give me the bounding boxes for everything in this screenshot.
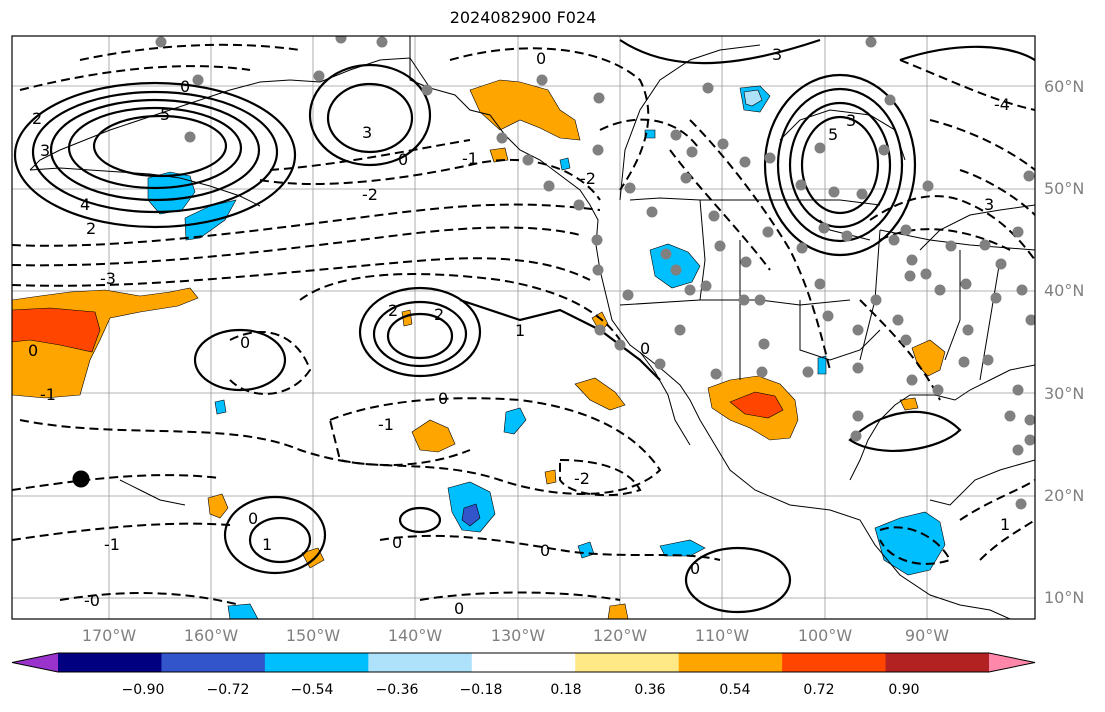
contour-label: 0 [690, 559, 700, 578]
colorbar-segment [678, 653, 783, 672]
colorbar-segment [471, 653, 576, 672]
colorbar-extend-left [12, 653, 58, 672]
contour-label: 2 [32, 109, 42, 128]
station-dots [155, 36, 1035, 510]
lat-label: 10°N [1044, 588, 1085, 607]
contour-label: 3 [984, 195, 994, 214]
contour-label: 0 [438, 389, 448, 408]
contour-label: 0 [392, 533, 402, 552]
contour-label: 0 [454, 599, 464, 618]
map-frame [11, 35, 1036, 620]
colorbar-segment [885, 653, 990, 672]
contour-label: 3 [846, 111, 856, 130]
contour-label: -2 [580, 169, 596, 188]
lon-label: 100°W [797, 626, 853, 645]
colorbar-tick-label: 0.54 [719, 682, 751, 698]
contour-label: 2 [434, 305, 444, 324]
colorbar-extend-right [989, 653, 1035, 672]
colorbar-tick-label: −0.36 [375, 682, 419, 698]
lat-label: 40°N [1044, 281, 1085, 300]
contour-label: 1 [1000, 515, 1010, 534]
contour-label: 2 [86, 219, 96, 238]
contours-dashed [12, 43, 1035, 606]
colorbar-segment [58, 653, 162, 672]
lat-label: 50°N [1044, 179, 1085, 198]
colorbar-tick-label: −0.18 [459, 682, 503, 698]
graticule [12, 36, 1035, 619]
contour-label: 0 [28, 341, 38, 360]
contour-label: 0 [536, 49, 546, 68]
contour-label: 2 [388, 301, 398, 320]
colorbar-segment [782, 653, 887, 672]
lon-label: 140°W [387, 626, 443, 645]
contour-label: 4 [80, 195, 90, 214]
contour-label: 5 [160, 105, 170, 124]
lon-label: 150°W [285, 626, 341, 645]
map-title: 2024082900 F024 [449, 8, 597, 27]
colorbar-tick-label: 0.36 [634, 682, 666, 698]
contour-label: -1 [462, 149, 478, 168]
contour-label: 3 [362, 123, 372, 142]
colorbar-tick-label: −0.90 [121, 682, 165, 698]
contour-label: -4 [994, 95, 1010, 114]
contour-label: -1 [378, 415, 394, 434]
colorbar-tick-label: −0.54 [290, 682, 334, 698]
contour-labels: 5 3 4 2 0 -1 -2 -3 2 2 1 0 0 -1 0 -2 0 1… [28, 45, 1010, 618]
contour-label: -0 [84, 591, 100, 610]
colorbar [11, 652, 1036, 673]
lon-label: 110°W [694, 626, 750, 645]
contour-label: 1 [515, 321, 525, 340]
contour-label: -1 [104, 535, 120, 554]
contour-label: 3 [772, 45, 782, 64]
lon-label: 90°W [904, 626, 950, 645]
colorbar-segment [368, 653, 473, 672]
lon-label: 130°W [490, 626, 546, 645]
contour-label: -1 [40, 385, 56, 404]
colorbar-tick-label: 0.72 [803, 682, 835, 698]
contour-label: -2 [574, 469, 590, 488]
contour-label: 0 [640, 339, 650, 358]
contour-label: 0 [540, 541, 550, 560]
colorbar-segment [264, 653, 369, 672]
lon-label: 160°W [183, 626, 239, 645]
lat-label: 60°N [1044, 77, 1085, 96]
contour-label: 0 [180, 77, 190, 96]
contours-solid [13, 38, 1035, 614]
colorbar-tick-label: 0.90 [888, 682, 920, 698]
large-station-marker [72, 470, 90, 488]
contour-label: 0 [240, 333, 250, 352]
lat-label: 30°N [1044, 384, 1085, 403]
colorbar-segment [161, 653, 266, 672]
lat-label: 20°N [1044, 486, 1085, 505]
contour-label: 1 [262, 535, 272, 554]
contour-label: -2 [362, 185, 378, 204]
contour-label: 5 [828, 125, 838, 144]
colorbar-outline [11, 652, 1036, 673]
contour-label: 0 [248, 509, 258, 528]
colorbar-tick-label: 0.18 [550, 682, 582, 698]
lon-label: 170°W [81, 626, 137, 645]
colorbar-tick-label: −0.72 [206, 682, 250, 698]
colorbar-segment [575, 653, 680, 672]
contour-label: 3 [40, 141, 50, 160]
contour-label: 0 [398, 150, 408, 169]
lon-label: 120°W [592, 626, 648, 645]
contour-label: -3 [100, 269, 116, 288]
